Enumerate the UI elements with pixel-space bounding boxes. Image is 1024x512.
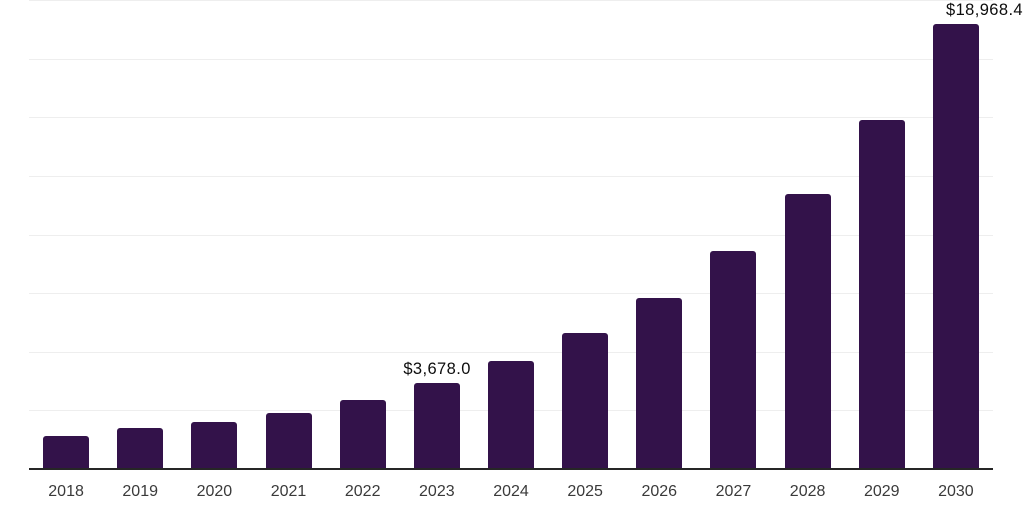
gridline-5000 bbox=[29, 351, 993, 353]
gridline-20000 bbox=[29, 0, 993, 1]
x-axis-tick-labels: 2018 2019 2020 2021 2022 2023 2024 2025 2026 2027… bbox=[29, 482, 993, 504]
x-tick-2026: 2026 bbox=[641, 483, 678, 500]
x-tick-2027: 2027 bbox=[715, 483, 752, 500]
bar-2021 bbox=[265, 413, 312, 469]
x-axis-line bbox=[29, 468, 993, 470]
gridline-15000 bbox=[29, 117, 993, 119]
x-tick-2024: 2024 bbox=[493, 483, 529, 500]
x-tick-2023: 2023 bbox=[419, 483, 455, 500]
bar-2023 bbox=[413, 382, 460, 469]
gridline-12500 bbox=[29, 175, 993, 177]
value-label-2023: $3,678.0 bbox=[403, 359, 471, 378]
x-tick-2029: 2029 bbox=[863, 483, 900, 500]
bar-2022 bbox=[339, 400, 386, 469]
x-tick-2021: 2021 bbox=[270, 483, 307, 500]
bar-2018 bbox=[43, 435, 90, 469]
plot-area: $3,678.0 $18,968.4 bbox=[29, 0, 1023, 470]
x-tick-2025: 2025 bbox=[567, 483, 603, 500]
x-tick-2020: 2020 bbox=[196, 483, 233, 500]
bar-2028 bbox=[784, 193, 831, 469]
bar-2025 bbox=[562, 332, 609, 469]
bar-2029 bbox=[858, 119, 905, 469]
bar-2030 bbox=[932, 24, 979, 469]
x-tick-2028: 2028 bbox=[789, 483, 826, 500]
x-tick-2018: 2018 bbox=[48, 483, 84, 500]
x-tick-2019: 2019 bbox=[122, 483, 158, 500]
gridline-7500 bbox=[29, 293, 993, 295]
bar-2024 bbox=[488, 361, 534, 469]
value-label-2030: $18,968.4 bbox=[946, 1, 1024, 20]
x-tick-2022: 2022 bbox=[344, 483, 381, 500]
gridline-10000 bbox=[29, 234, 993, 236]
bar-2026 bbox=[636, 298, 683, 469]
x-tick-2030: 2030 bbox=[938, 483, 974, 500]
bar-2027 bbox=[710, 251, 757, 469]
gridline-17500 bbox=[29, 58, 993, 60]
bar-2020 bbox=[191, 422, 238, 469]
bar-2019 bbox=[117, 427, 164, 469]
